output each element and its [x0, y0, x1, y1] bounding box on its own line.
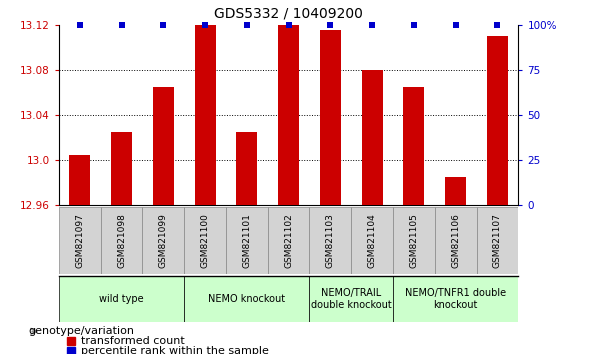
Bar	[393, 276, 518, 322]
Text: GSM821098: GSM821098	[117, 213, 126, 268]
Bar	[101, 207, 143, 274]
Text: NEMO/TRAIL
double knockout: NEMO/TRAIL double knockout	[311, 288, 392, 310]
Bar	[309, 207, 351, 274]
Text: GSM821103: GSM821103	[326, 213, 335, 268]
Text: genotype/variation: genotype/variation	[28, 326, 134, 336]
Text: GSM821102: GSM821102	[284, 213, 293, 268]
Bar	[59, 276, 184, 322]
Text: NEMO knockout: NEMO knockout	[209, 294, 286, 304]
Text: wild type: wild type	[99, 294, 144, 304]
Text: GSM821100: GSM821100	[201, 213, 210, 268]
Bar	[435, 207, 477, 274]
Bar	[268, 207, 309, 274]
Bar	[59, 207, 101, 274]
Text: GSM821097: GSM821097	[75, 213, 84, 268]
Bar	[309, 276, 393, 322]
Bar	[477, 207, 518, 274]
Bar	[236, 132, 257, 205]
Bar	[393, 207, 435, 274]
Bar	[226, 207, 268, 274]
Text: transformed count: transformed count	[81, 336, 185, 346]
Bar	[143, 207, 184, 274]
Bar	[184, 276, 309, 322]
Text: GSM821099: GSM821099	[159, 213, 168, 268]
Text: percentile rank within the sample: percentile rank within the sample	[81, 346, 269, 354]
Bar	[403, 87, 424, 205]
Bar	[184, 207, 226, 274]
Title: GDS5332 / 10409200: GDS5332 / 10409200	[214, 7, 363, 21]
Text: GSM821105: GSM821105	[409, 213, 418, 268]
Text: NEMO/TNFR1 double
knockout: NEMO/TNFR1 double knockout	[405, 288, 506, 310]
Bar	[362, 70, 383, 205]
Bar	[320, 30, 341, 205]
Bar	[487, 36, 508, 205]
Bar	[194, 25, 216, 205]
Text: GSM821107: GSM821107	[493, 213, 502, 268]
Bar	[153, 87, 174, 205]
Text: GSM821104: GSM821104	[368, 213, 376, 268]
Bar	[278, 25, 299, 205]
Bar	[351, 207, 393, 274]
Bar	[445, 177, 466, 205]
Text: GSM821101: GSM821101	[242, 213, 252, 268]
Bar	[70, 155, 90, 205]
Bar	[111, 132, 132, 205]
Text: GSM821106: GSM821106	[451, 213, 460, 268]
